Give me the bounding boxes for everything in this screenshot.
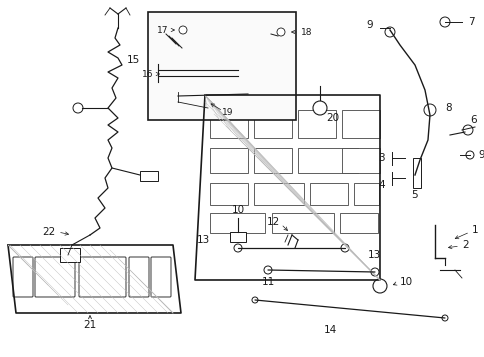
Circle shape xyxy=(252,297,257,303)
Bar xyxy=(254,148,291,173)
Bar xyxy=(297,110,335,138)
Circle shape xyxy=(462,125,472,135)
Bar xyxy=(272,213,333,233)
Text: 17: 17 xyxy=(156,25,167,35)
Text: 6: 6 xyxy=(469,115,476,125)
Text: 8: 8 xyxy=(444,103,451,113)
FancyBboxPatch shape xyxy=(79,257,126,297)
Text: 16: 16 xyxy=(141,70,152,79)
Circle shape xyxy=(312,101,326,115)
Bar xyxy=(341,110,379,138)
Text: 10: 10 xyxy=(399,277,412,287)
Circle shape xyxy=(340,244,348,252)
Text: 11: 11 xyxy=(261,277,274,287)
Text: 3: 3 xyxy=(378,153,384,163)
Circle shape xyxy=(179,26,187,34)
Bar xyxy=(297,148,357,173)
Circle shape xyxy=(465,151,473,159)
Circle shape xyxy=(372,279,386,293)
Text: 12: 12 xyxy=(266,217,279,227)
Text: 9: 9 xyxy=(365,20,372,30)
FancyBboxPatch shape xyxy=(129,257,149,297)
Circle shape xyxy=(441,315,447,321)
Text: 20: 20 xyxy=(325,113,338,123)
Bar xyxy=(412,158,420,188)
Circle shape xyxy=(73,103,83,113)
Bar xyxy=(254,183,303,205)
Text: 5: 5 xyxy=(411,190,417,200)
Text: 2: 2 xyxy=(461,240,468,250)
Circle shape xyxy=(276,28,285,36)
Bar xyxy=(353,183,378,205)
Bar xyxy=(229,232,245,242)
Circle shape xyxy=(233,244,242,252)
Bar xyxy=(60,248,80,262)
Text: 4: 4 xyxy=(378,180,384,190)
Text: 21: 21 xyxy=(83,320,96,330)
Bar xyxy=(341,148,379,173)
Circle shape xyxy=(423,104,435,116)
Text: 13: 13 xyxy=(197,235,210,245)
Text: 9: 9 xyxy=(477,150,484,160)
Text: 22: 22 xyxy=(43,227,56,237)
Bar xyxy=(210,213,264,233)
Circle shape xyxy=(439,17,449,27)
FancyBboxPatch shape xyxy=(35,257,75,297)
Bar xyxy=(148,12,295,120)
Text: 19: 19 xyxy=(222,107,233,116)
Circle shape xyxy=(263,266,272,274)
FancyBboxPatch shape xyxy=(13,257,33,297)
Text: 10: 10 xyxy=(231,205,244,215)
Bar xyxy=(254,110,291,138)
Bar xyxy=(309,183,347,205)
Text: 14: 14 xyxy=(323,325,336,335)
Circle shape xyxy=(384,27,394,37)
Bar xyxy=(210,110,247,138)
Text: 18: 18 xyxy=(301,27,312,36)
Bar xyxy=(210,148,247,173)
Circle shape xyxy=(370,268,378,276)
Bar xyxy=(210,183,247,205)
Text: 1: 1 xyxy=(471,225,478,235)
Text: 13: 13 xyxy=(367,250,380,260)
Text: 15: 15 xyxy=(126,55,140,65)
Text: 7: 7 xyxy=(467,17,474,27)
Bar xyxy=(339,213,377,233)
Bar xyxy=(140,171,158,181)
FancyBboxPatch shape xyxy=(151,257,171,297)
